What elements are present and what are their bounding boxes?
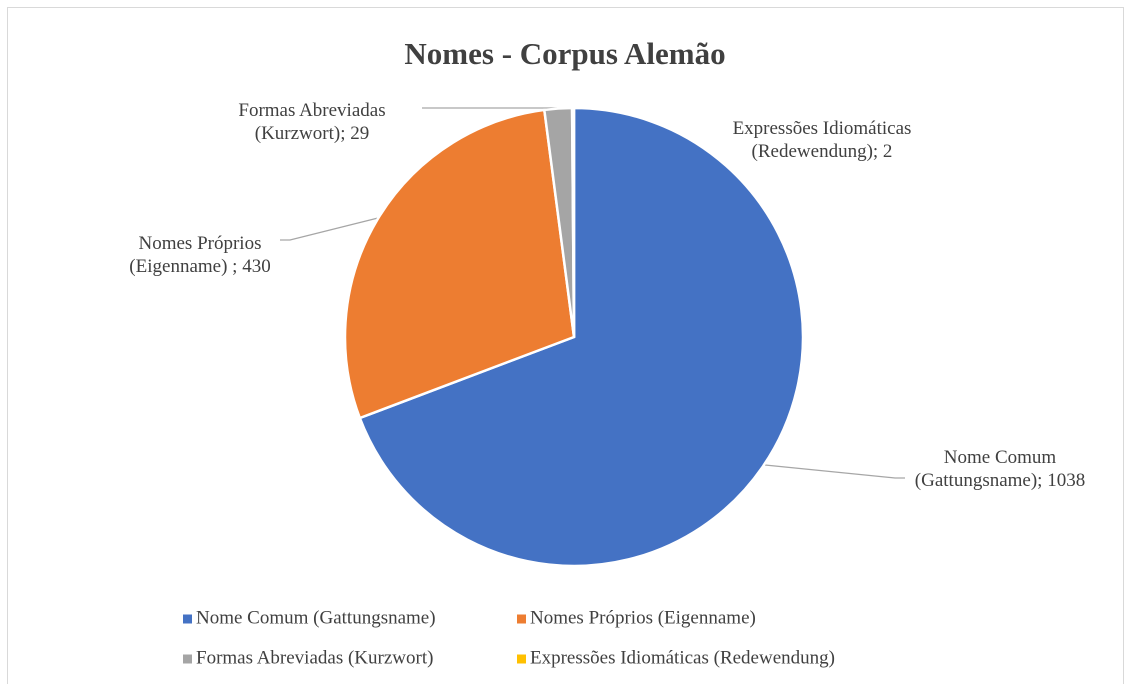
legend-label: Nomes Próprios (Eigenname) <box>530 607 756 628</box>
data-label: Expressões Idiomáticas (Redewendung); 2 <box>732 118 912 162</box>
pie-slice <box>570 106 576 338</box>
leader-line <box>280 217 379 241</box>
legend-marker <box>183 614 192 624</box>
pie-slice <box>358 106 805 568</box>
legend-marker <box>183 654 192 664</box>
legend-label: Nome Comum (Gattungsname) <box>196 607 436 628</box>
data-label: Formas Abreviadas (Kurzwort); 29 <box>238 100 386 144</box>
legend-label: Formas Abreviadas (Kurzwort) <box>196 647 433 668</box>
leader-line <box>764 464 905 479</box>
legend-label: Expressões Idiomáticas (Redewendung) <box>530 647 835 668</box>
data-label: Nomes Próprios (Eigenname) ; 430 <box>129 233 271 277</box>
chart-title: Nomes - Corpus Alemão <box>404 36 725 71</box>
chart-border <box>7 7 1124 684</box>
data-label: Nome Comum (Gattungsname); 1038 <box>914 447 1086 491</box>
pie-slice <box>343 108 576 420</box>
legend-marker <box>517 654 526 664</box>
legend-marker <box>517 614 526 624</box>
